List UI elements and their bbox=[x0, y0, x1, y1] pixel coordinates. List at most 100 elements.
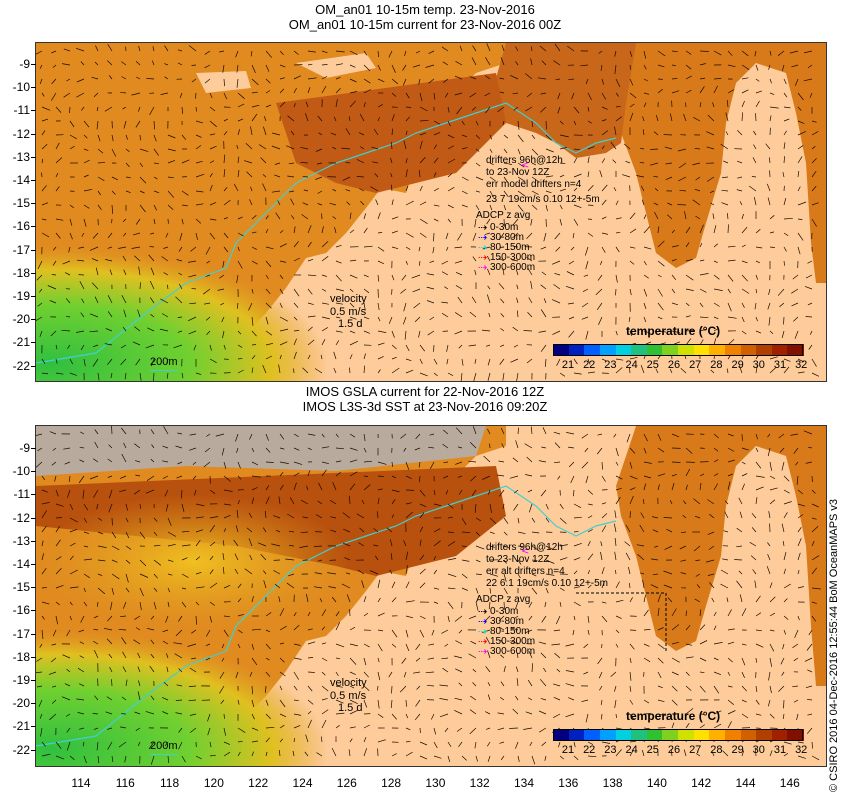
current-arrow bbox=[195, 134, 202, 138]
current-arrow bbox=[262, 364, 267, 374]
y-tick-label: -10 bbox=[12, 80, 30, 95]
current-arrow bbox=[601, 615, 608, 623]
current-arrow bbox=[472, 426, 477, 435]
current-arrow bbox=[391, 356, 397, 360]
panel1-map[interactable]: < bbox=[35, 42, 827, 382]
current-arrow bbox=[403, 671, 407, 678]
current-arrow bbox=[41, 741, 46, 747]
current-arrow bbox=[461, 176, 469, 181]
current-arrow bbox=[498, 626, 505, 631]
x-tick-label: 126 bbox=[336, 776, 357, 790]
colorbar-swatch bbox=[662, 729, 679, 741]
current-arrow bbox=[643, 316, 647, 323]
y-tick-label: -11 bbox=[13, 103, 30, 118]
current-arrow bbox=[388, 50, 393, 58]
current-arrow bbox=[643, 226, 651, 234]
current-arrow bbox=[643, 214, 647, 220]
current-arrow bbox=[587, 106, 590, 112]
current-arrow bbox=[419, 372, 428, 377]
colorbar-swatch bbox=[709, 729, 726, 741]
current-arrow bbox=[237, 699, 240, 705]
current-arrow bbox=[769, 487, 778, 491]
current-arrow bbox=[209, 525, 215, 533]
colorbar-swatch bbox=[771, 729, 788, 741]
current-arrow bbox=[233, 539, 239, 547]
current-arrow bbox=[447, 372, 454, 377]
colorbar-label: 29 bbox=[731, 359, 744, 371]
colorbar-swatch bbox=[662, 344, 679, 356]
current-arrow bbox=[427, 330, 435, 336]
current-arrow bbox=[265, 671, 271, 677]
current-arrow bbox=[55, 372, 64, 375]
current-arrow bbox=[134, 443, 141, 449]
current-arrow bbox=[181, 503, 185, 512]
current-arrow bbox=[356, 176, 365, 178]
current-arrow bbox=[778, 685, 785, 692]
current-arrow bbox=[601, 92, 607, 100]
current-arrow bbox=[783, 512, 788, 519]
current-arrow bbox=[587, 358, 591, 365]
current-arrow bbox=[293, 330, 300, 332]
current-arrow bbox=[307, 63, 313, 66]
current-arrow bbox=[135, 474, 141, 477]
current-arrow bbox=[167, 284, 169, 290]
current-arrow bbox=[251, 231, 257, 234]
current-arrow bbox=[111, 755, 114, 762]
current-arrow bbox=[780, 657, 785, 665]
current-arrow bbox=[663, 517, 673, 519]
current-arrow bbox=[455, 640, 463, 645]
current-arrow bbox=[411, 274, 421, 279]
current-arrow bbox=[517, 545, 523, 547]
current-arrow bbox=[663, 570, 673, 575]
current-arrow bbox=[321, 339, 326, 346]
current-arrow bbox=[103, 627, 113, 631]
current-arrow bbox=[333, 367, 337, 374]
current-arrow bbox=[251, 447, 255, 452]
current-arrow bbox=[685, 671, 690, 676]
current-arrow bbox=[555, 615, 561, 625]
current-arrow bbox=[685, 685, 692, 691]
current-arrow bbox=[181, 372, 184, 379]
current-arrow bbox=[69, 204, 74, 209]
current-arrow bbox=[527, 679, 533, 687]
current-arrow bbox=[377, 369, 381, 374]
current-arrow bbox=[83, 174, 89, 178]
current-arrow bbox=[797, 131, 807, 136]
current-arrow bbox=[125, 587, 130, 593]
current-arrow bbox=[377, 64, 381, 71]
current-arrow bbox=[597, 433, 603, 436]
current-arrow bbox=[49, 713, 57, 721]
current-arrow bbox=[515, 695, 519, 701]
current-arrow bbox=[195, 120, 203, 124]
current-arrow bbox=[708, 545, 715, 550]
current-arrow bbox=[166, 653, 169, 659]
current-arrow bbox=[137, 309, 141, 318]
current-arrow bbox=[432, 246, 435, 254]
panel2-map[interactable]: < bbox=[35, 425, 827, 767]
current-arrow bbox=[642, 579, 645, 589]
current-arrow bbox=[587, 156, 590, 164]
current-arrow bbox=[251, 104, 260, 108]
current-arrow bbox=[335, 288, 344, 292]
current-arrow bbox=[349, 657, 357, 665]
current-arrow bbox=[167, 204, 174, 211]
current-arrow bbox=[741, 330, 747, 335]
current-arrow bbox=[287, 573, 295, 577]
current-arrow bbox=[64, 461, 71, 465]
current-arrow bbox=[321, 657, 328, 662]
current-arrow bbox=[755, 64, 759, 71]
current-arrow bbox=[643, 50, 647, 59]
current-arrow bbox=[55, 567, 62, 575]
current-arrow bbox=[797, 145, 804, 150]
current-arrow bbox=[82, 489, 85, 499]
current-arrow bbox=[349, 340, 359, 346]
current-arrow bbox=[643, 727, 650, 730]
current-arrow bbox=[307, 671, 315, 673]
current-arrow bbox=[419, 358, 423, 364]
current-arrow bbox=[83, 503, 89, 511]
current-arrow bbox=[510, 627, 519, 631]
current-arrow bbox=[235, 525, 239, 533]
current-arrow bbox=[287, 513, 295, 519]
current-arrow bbox=[251, 497, 255, 505]
current-arrow bbox=[727, 657, 733, 663]
